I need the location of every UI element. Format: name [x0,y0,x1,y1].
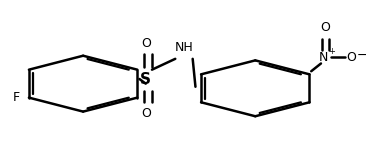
Text: F: F [13,91,20,104]
Text: O: O [346,51,356,64]
Text: +: + [328,47,335,56]
Text: O: O [320,21,330,34]
Text: O: O [141,37,151,50]
Text: −: − [356,49,366,62]
Text: NH: NH [175,41,193,55]
Text: N: N [319,51,328,64]
Text: S: S [140,72,151,86]
Text: O: O [141,107,151,120]
